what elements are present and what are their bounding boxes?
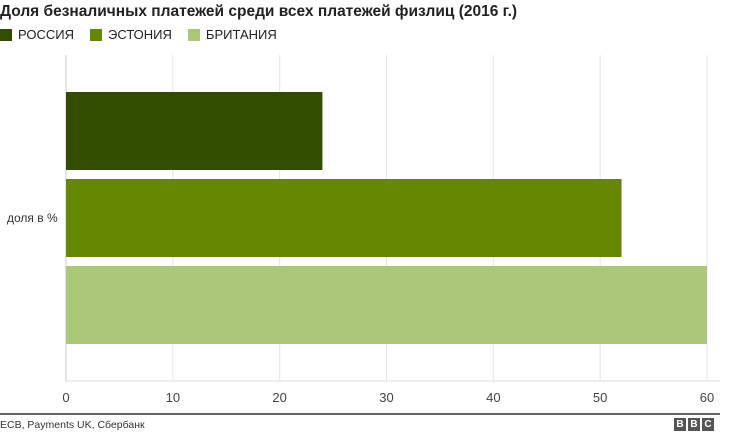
bar-эстония — [66, 179, 622, 257]
chart-title: Доля безналичных платежей среди всех пла… — [0, 3, 518, 20]
legend-label: РОССИЯ — [18, 27, 75, 42]
legend-swatch — [0, 28, 12, 41]
x-tick-label: 10 — [166, 390, 180, 405]
legend-item-russia: РОССИЯ — [0, 27, 74, 42]
legend-item-estonia: ЭСТОНИЯ — [90, 27, 172, 42]
bbc-logo-letter: B — [688, 418, 700, 431]
legend-swatch — [90, 28, 103, 41]
footer-divider — [0, 413, 720, 415]
x-tick-label: 0 — [62, 390, 69, 405]
bbc-logo-letter: C — [702, 418, 714, 431]
legend-label: БРИТАНИЯ — [205, 27, 277, 42]
x-tick-label: 50 — [593, 390, 607, 405]
category-label: доля в % — [7, 211, 58, 225]
x-tick-label: 60 — [700, 390, 714, 405]
legend-item-britain: БРИТАНИЯ — [187, 27, 277, 42]
x-tick-label: 20 — [272, 390, 286, 405]
legend: РОССИЯ ЭСТОНИЯ БРИТАНИЯ — [0, 27, 277, 42]
bar-британия — [66, 266, 707, 344]
bbc-logo-letter: B — [674, 418, 686, 431]
x-tick-label: 40 — [486, 390, 500, 405]
legend-swatch — [187, 28, 200, 41]
bar-chart: 0 10 20 30 40 50 60 доля в % — [7, 55, 720, 405]
bar-россия — [66, 92, 323, 170]
source-text: ECB, Payments UK, Сбербанк — [0, 419, 145, 431]
x-tick-label: 30 — [379, 390, 393, 405]
legend-label: ЭСТОНИЯ — [108, 27, 172, 42]
